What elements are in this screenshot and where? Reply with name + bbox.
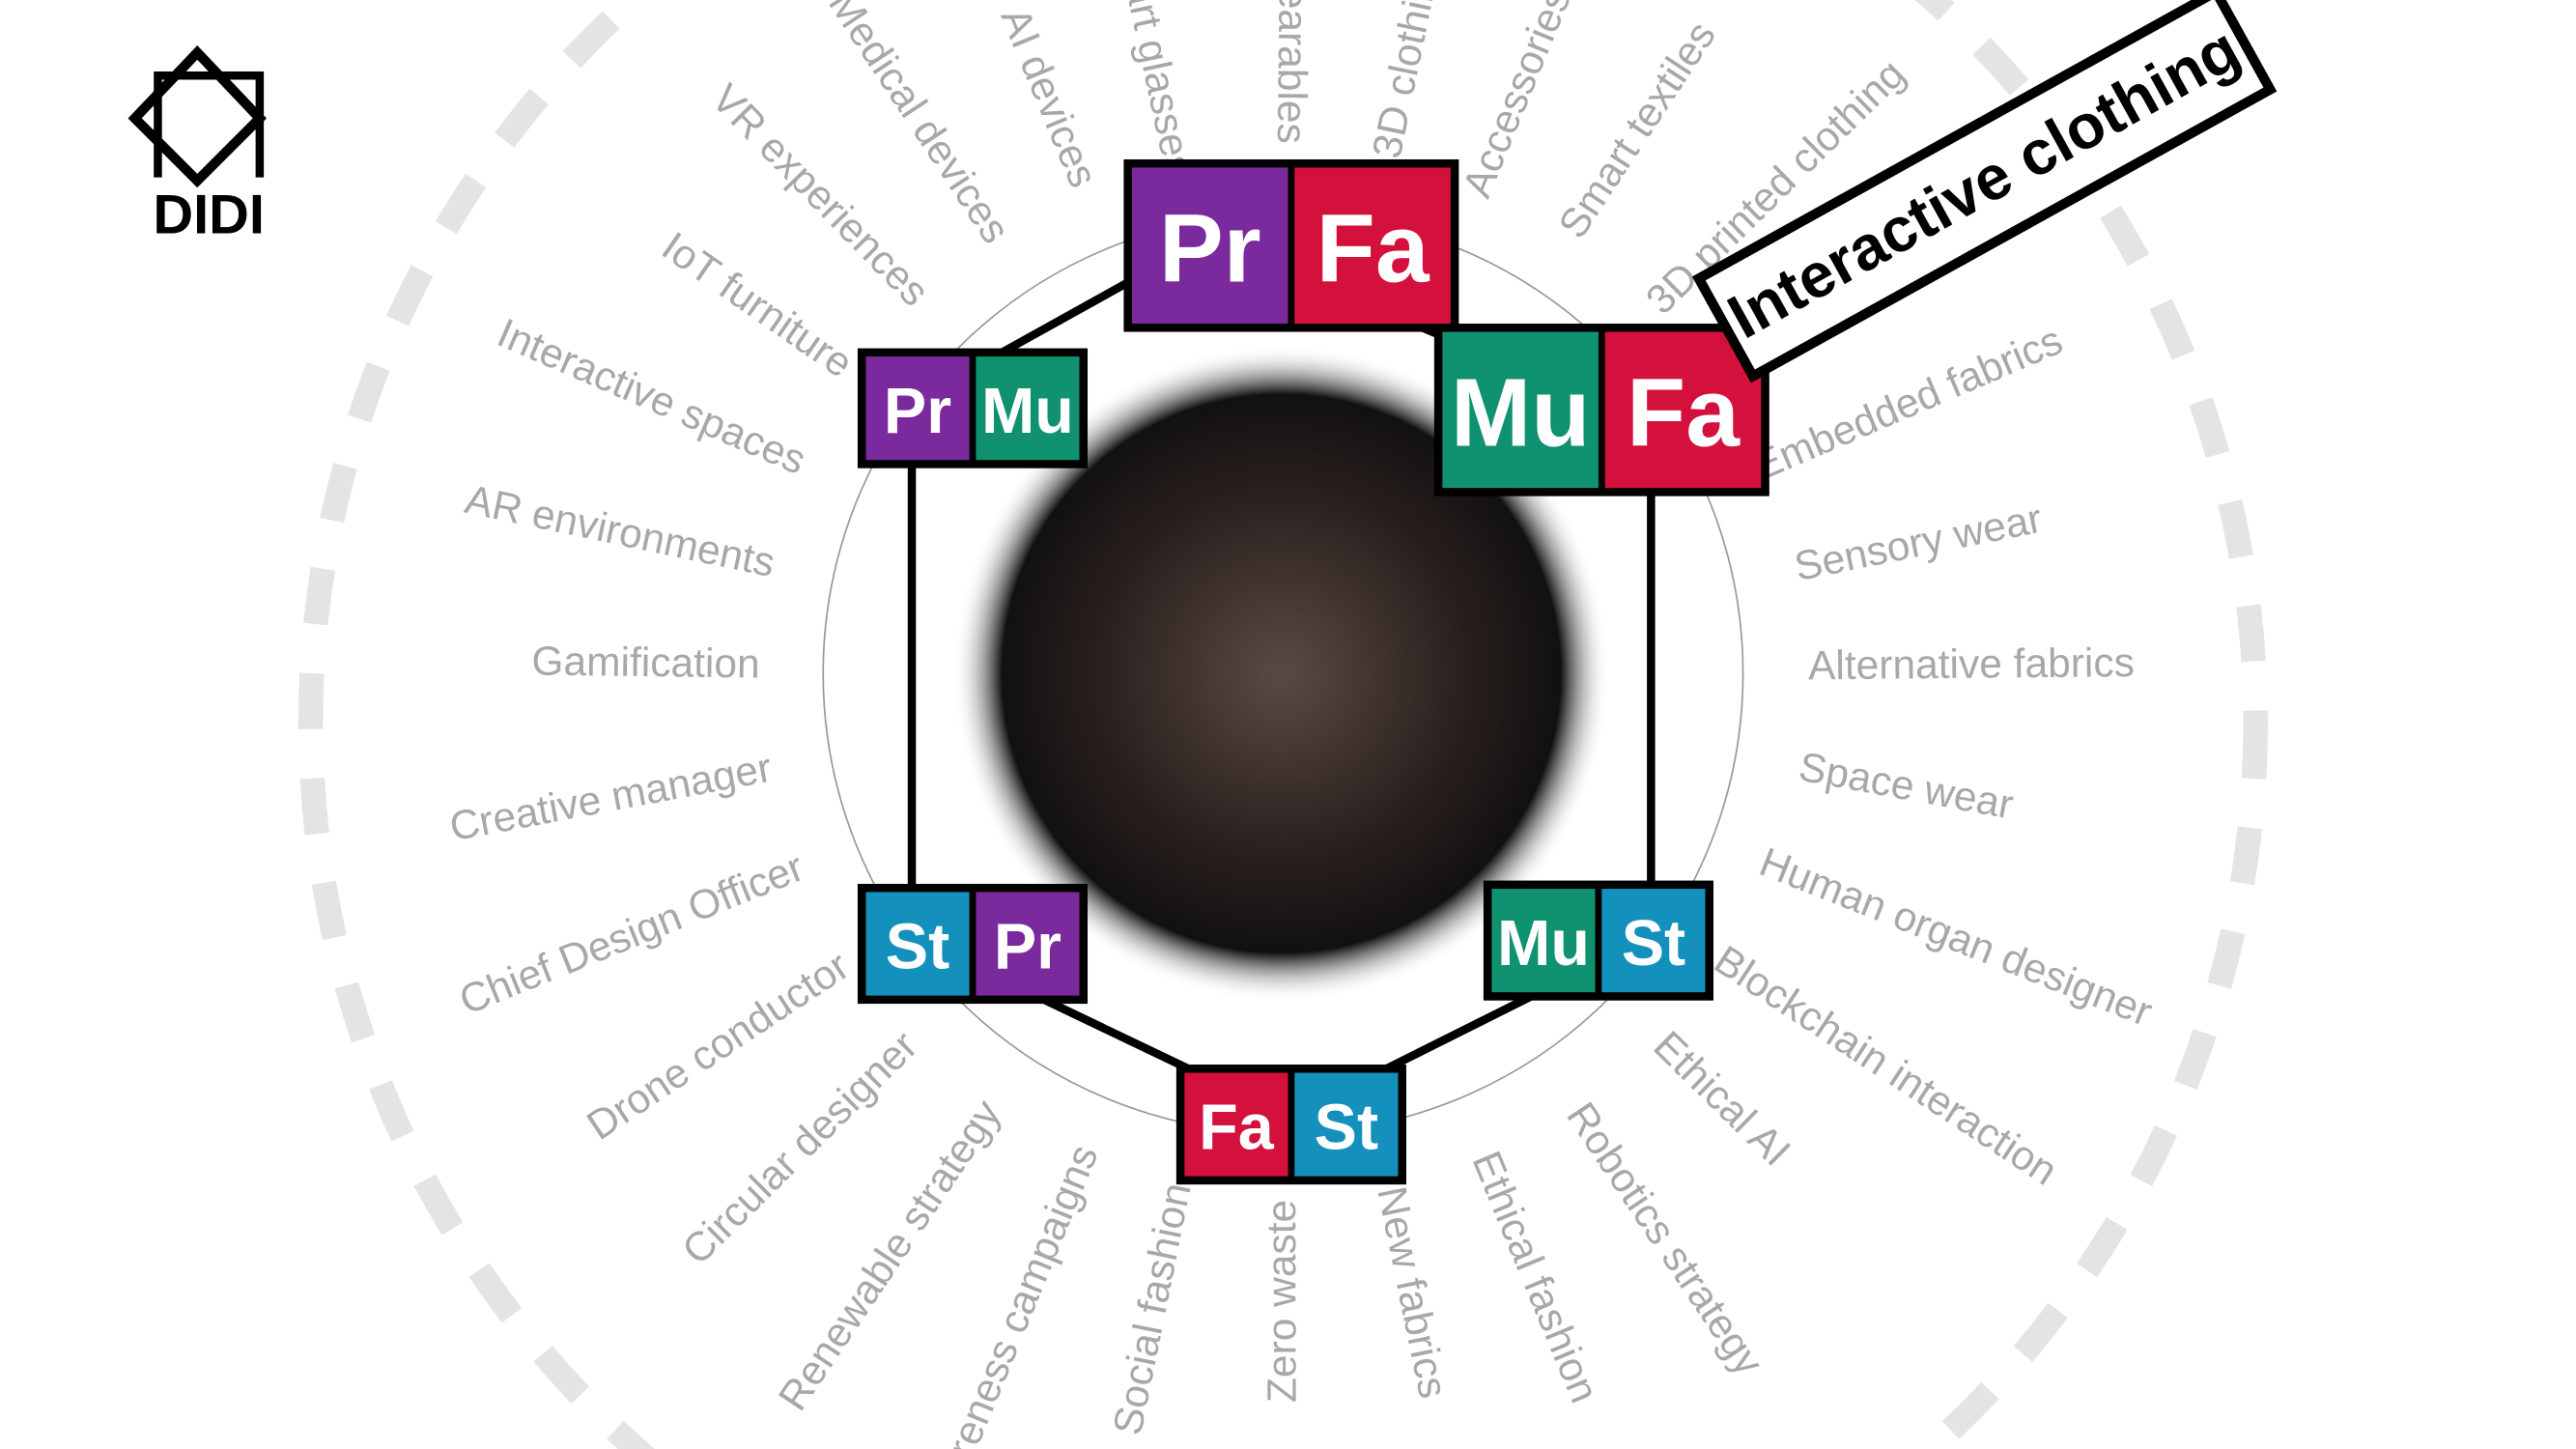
highlight-box — [1691, 0, 2278, 384]
logo-text: DIDI — [153, 184, 265, 245]
tile-cell — [865, 356, 970, 461]
tile-label: Fa — [1316, 195, 1430, 303]
photo — [952, 345, 1610, 1003]
radial-label: Space wear — [1796, 745, 2017, 829]
tile-cell — [1442, 331, 1599, 489]
tile-cell — [1294, 1072, 1399, 1177]
radial-label: Smart textiles — [1550, 14, 1725, 246]
tile-label: Pr — [1159, 195, 1261, 303]
tile: Fa St — [1175, 1065, 1406, 1185]
tile-label: Fa — [1199, 1093, 1275, 1164]
tile-label: Pr — [994, 911, 1062, 982]
radial-label: Smart glasses — [1103, 0, 1202, 181]
tile-cell — [1294, 167, 1451, 325]
radial-label: Wearables — [1268, 0, 1316, 144]
tile-cell — [1131, 167, 1288, 325]
radial-label: Alternative fabrics — [1808, 640, 2135, 689]
logo-frame — [154, 71, 265, 178]
radial-label: Gamification — [531, 639, 760, 687]
radial-label: IoT furniture — [654, 224, 861, 387]
tile-cell — [865, 892, 970, 996]
tile-cell — [976, 356, 1080, 461]
radial-label: 3D clothing — [1365, 0, 1451, 162]
radial-label: Creative manager — [446, 746, 776, 851]
radial-label: Social fashion — [1105, 1179, 1200, 1439]
tile: Pr Mu — [857, 348, 1089, 469]
tile-cell — [1601, 889, 1706, 993]
logo: DIDI — [127, 45, 267, 245]
tile-label: Fa — [1627, 359, 1741, 468]
tile-label: St — [1315, 1093, 1378, 1164]
radial-label: Ethical AI — [1645, 1023, 1799, 1175]
tile: St Pr — [857, 883, 1089, 1005]
radial-label: Sensory wear — [1791, 497, 2046, 590]
tile-label: Mu — [1497, 908, 1590, 980]
tile: Mu St — [1483, 880, 1713, 1001]
tile-label: Mu — [981, 376, 1074, 447]
tile-label: St — [1622, 908, 1685, 980]
tile-cell — [1604, 331, 1762, 489]
tile-label: St — [886, 911, 949, 982]
radial-label: Ethical fashion — [1463, 1146, 1607, 1409]
tile-cell — [976, 892, 1080, 996]
tile-cell — [1184, 1072, 1288, 1177]
radial-label: Zero waste — [1260, 1200, 1306, 1403]
radial-label: Accessories — [1455, 0, 1580, 204]
tile-label: Mu — [1451, 359, 1591, 468]
tile: Pr Fa — [1123, 158, 1459, 332]
tile-cell — [1491, 889, 1596, 993]
radial-label: AR environments — [461, 477, 778, 586]
radial-label: New fabrics — [1368, 1183, 1455, 1403]
outer-ring — [298, 0, 2268, 1449]
tile-label: Pr — [884, 376, 951, 447]
tile: Mu Fa — [1433, 324, 1769, 497]
radial-label: AI devices — [992, 2, 1106, 194]
